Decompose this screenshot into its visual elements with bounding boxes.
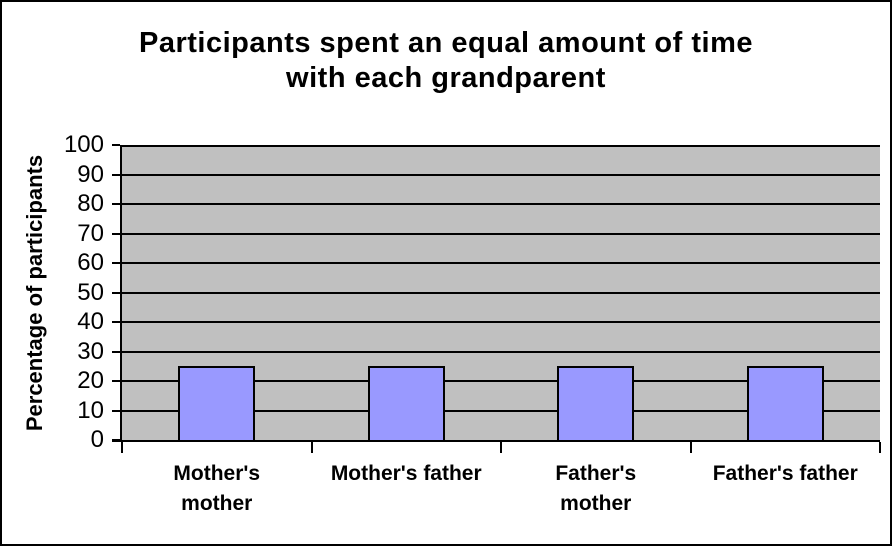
gridline [122,321,880,323]
x-axis-tick [121,442,123,453]
bar [178,366,256,440]
bar [367,366,445,440]
y-tick-label: 10 [77,396,104,424]
gridline [122,409,880,412]
y-axis-tick [112,350,120,353]
gridline [122,145,880,147]
gridline [122,262,880,264]
y-tick-label: 100 [63,131,104,158]
gridline [122,291,880,294]
y-tick-label: 30 [77,337,104,365]
y-tick-label: 40 [77,308,104,335]
chart-title: Participants spent an equal amount of ti… [2,26,890,96]
x-category-label: Father's mother [555,462,637,515]
chart-title-line-1: Participants spent an equal amount of ti… [139,27,753,59]
y-tick-label: 0 [90,426,104,453]
y-axis-tick [112,232,120,235]
x-axis-tick [500,442,502,453]
x-category-label: Mother's father [330,462,482,485]
y-axis-tick [112,173,120,176]
gridline [122,203,880,205]
x-category-label: Mother's mother [173,462,261,515]
bar [557,366,635,440]
y-axis-tick [112,144,120,146]
y-axis-title: Percentage of participants [22,154,47,432]
y-axis-tick [112,380,120,382]
x-axis-tick [879,442,881,453]
gridline [122,173,880,176]
y-axis-tick [112,321,120,323]
x-axis-line [112,440,880,442]
y-tick-label: 50 [77,278,104,306]
gridline [122,350,880,353]
gridline [122,232,880,235]
chart-title-line-2: with each grandparent [286,62,606,94]
y-axis-tick [112,203,120,205]
y-tick-label: 60 [77,249,104,276]
y-axis-tick [112,439,120,441]
y-tick-label: 70 [77,219,104,247]
x-category-label: Father's father [712,462,858,485]
y-tick-label: 90 [77,160,104,188]
plot-area [122,145,880,440]
y-axis-tick [112,291,120,294]
y-axis-tick [112,262,120,264]
y-axis-line [120,145,122,442]
gridline [122,380,880,382]
bar [746,366,824,440]
x-axis-tick [310,442,313,453]
y-tick-label: 80 [77,190,104,217]
y-tick-label: 20 [77,367,104,394]
y-axis-tick [112,409,120,412]
x-axis-tick [689,442,692,453]
